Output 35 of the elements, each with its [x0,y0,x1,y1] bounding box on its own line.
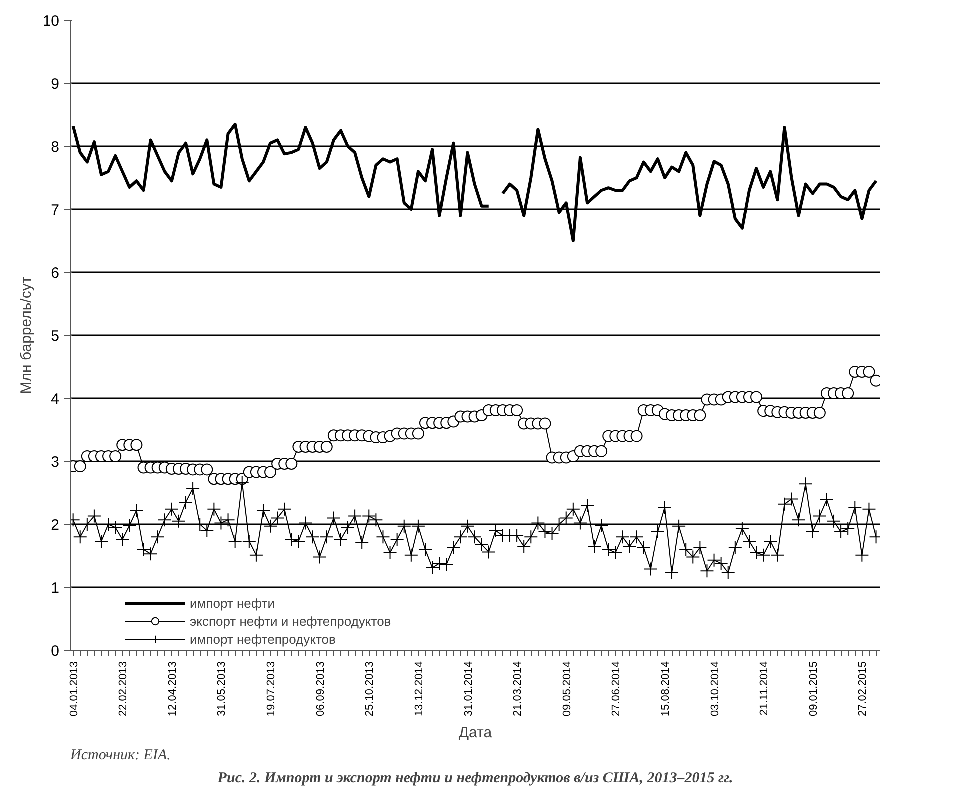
y-tick-label: 0 [51,643,60,660]
x-tick-label: 22.02.2013 [118,661,130,717]
x-tick-label: 15.08.2014 [660,661,672,717]
y-tick-label: 7 [51,202,60,219]
x-tick-label: 06.09.2013 [314,661,327,717]
y-tick-label: 3 [51,454,60,471]
x-tick-label: 21.03.2014 [512,661,524,717]
x-tick-label: 27.06.2014 [610,661,623,717]
x-tick-label: 19.07.2013 [266,661,278,717]
y-tick-label: 4 [51,391,60,408]
y-axis-title: Млн баррель/сут [18,276,35,394]
y-tick-label: 10 [42,13,60,30]
y-tick-label: 5 [51,328,60,345]
text: Источник: EIA. [70,748,171,764]
legend-label: импорт нефтепродуктов [190,632,336,646]
y-tick-label: 6 [51,265,60,282]
x-tick-label: 31.01.2014 [462,661,475,717]
y-tick-label: 2 [51,517,60,534]
x-tick-label: 09.05.2014 [561,661,574,717]
legend-label: импорт нефти [190,596,276,610]
y-tick-label: 1 [51,580,60,597]
legend-label: экспорт нефти и нефтепродуктов [190,614,392,628]
x-tick-label: 25.10.2013 [364,661,376,717]
x-tick-label: 31.05.2013 [216,661,228,717]
x-tick-label: 27.02.2015 [857,661,870,717]
x-tick-label: 21.11.2014 [758,661,771,716]
y-tick-label: 9 [51,76,60,93]
x-axis-title: Дата [458,724,493,742]
x-tick-label: 04.01.2013 [68,661,80,717]
x-tick-label: 13.12.2014 [413,661,426,717]
y-tick-label: 8 [51,139,60,156]
x-tick-label: 12.04.2013 [166,661,179,717]
x-tick-label: 09.01.2015 [808,661,820,717]
text: Рис. 2. Импорт и экспорт нефти и нефтепродуктов в/из США, 2013–2015 гг. [218,770,734,786]
x-tick-label: 03.10.2014 [709,661,722,717]
